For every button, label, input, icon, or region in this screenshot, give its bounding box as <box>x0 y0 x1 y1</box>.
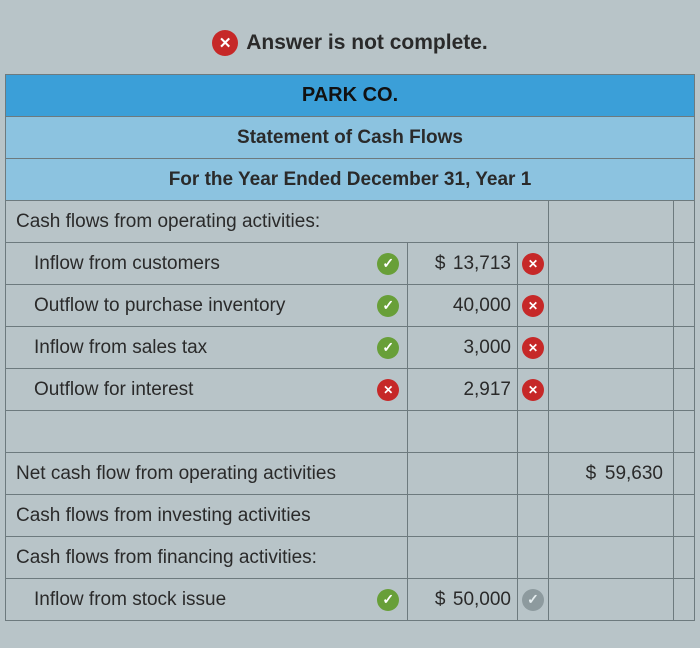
row-label: Inflow from stock issue <box>6 579 370 621</box>
check-grey-icon: ✓ <box>522 589 544 611</box>
investing-row: Cash flows from investing activities <box>6 495 695 537</box>
financing-row: Cash flows from financing activities: <box>6 537 695 579</box>
row-value: 3,000 <box>408 327 518 369</box>
row-value: 40,000 <box>408 285 518 327</box>
x-icon: ✕ <box>522 253 544 275</box>
operating-section-title: Cash flows from operating activities: <box>6 201 370 243</box>
check-icon: ✓ <box>377 253 399 275</box>
row-label: Inflow from customers <box>6 243 370 285</box>
x-icon: ✕ <box>377 379 399 401</box>
table-row: Outflow for interest ✕ 2,917 ✕ <box>6 369 695 411</box>
table-row: Inflow from sales tax ✓ 3,000 ✕ <box>6 327 695 369</box>
row-value: $50,000 <box>408 579 518 621</box>
statement-table: PARK CO. Statement of Cash Flows For the… <box>5 74 695 621</box>
check-icon: ✓ <box>377 337 399 359</box>
period-header: For the Year Ended December 31, Year 1 <box>6 159 695 201</box>
error-icon: ✕ <box>212 30 238 56</box>
status-banner: ✕ Answer is not complete. <box>5 20 695 74</box>
row-label: Inflow from sales tax <box>6 327 370 369</box>
net-op-value: $ 59,630 <box>549 453 674 495</box>
x-icon: ✕ <box>522 337 544 359</box>
net-op-label: Net cash flow from operating activities <box>6 453 370 495</box>
table-row: Inflow from customers ✓ $13,713 ✕ <box>6 243 695 285</box>
statement-title: Statement of Cash Flows <box>6 117 695 159</box>
check-icon: ✓ <box>377 295 399 317</box>
row-value: $13,713 <box>408 243 518 285</box>
table-row: Inflow from stock issue ✓ $50,000 ✓ <box>6 579 695 621</box>
row-label: Outflow to purchase inventory <box>6 285 370 327</box>
financing-section-title: Cash flows from financing activities: <box>6 537 370 579</box>
company-header: PARK CO. <box>6 75 695 117</box>
row-value: 2,917 <box>408 369 518 411</box>
empty-row <box>6 411 695 453</box>
row-label: Outflow for interest <box>6 369 370 411</box>
table-row: Outflow to purchase inventory ✓ 40,000 ✕ <box>6 285 695 327</box>
banner-text: Answer is not complete. <box>246 31 488 55</box>
x-icon: ✕ <box>522 295 544 317</box>
x-icon: ✕ <box>522 379 544 401</box>
investing-section-title: Cash flows from investing activities <box>6 495 370 537</box>
net-operating-row: Net cash flow from operating activities … <box>6 453 695 495</box>
check-icon: ✓ <box>377 589 399 611</box>
